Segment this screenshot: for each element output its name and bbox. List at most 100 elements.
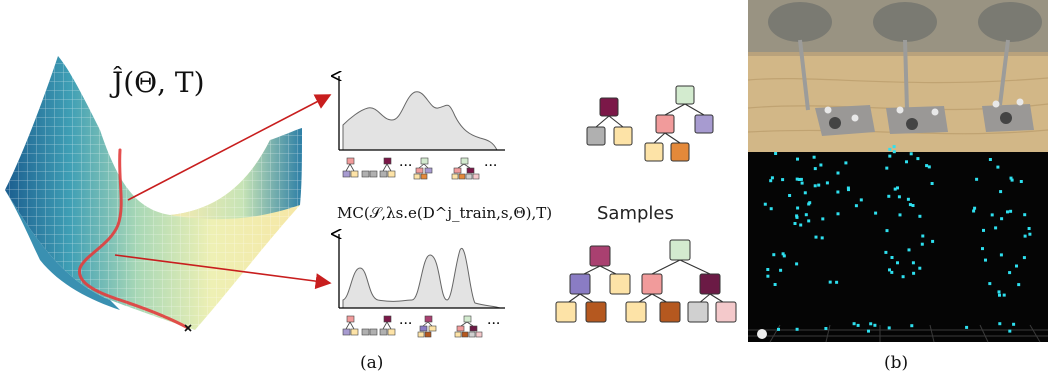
- point-cloud-point: [873, 323, 877, 327]
- viewer-origin-icon: [757, 329, 767, 339]
- point-cloud-point: [998, 293, 1001, 297]
- point-cloud-point: [1009, 209, 1013, 213]
- point-cloud-point: [896, 261, 899, 265]
- point-cloud-point: [999, 253, 1003, 257]
- point-cloud-point: [869, 322, 873, 326]
- point-cloud-floor-grid: [748, 324, 1048, 343]
- point-cloud-point: [820, 236, 824, 240]
- point-cloud-point: [884, 250, 888, 254]
- mini-trees-top: ··· ···: [342, 157, 497, 180]
- point-cloud-point: [813, 184, 817, 188]
- point-cloud-point: [1008, 329, 1012, 333]
- sample-trees-bottom: [555, 239, 737, 323]
- mini-tree: [361, 328, 378, 336]
- point-cloud-point: [898, 213, 902, 217]
- point-cloud-point: [859, 198, 863, 202]
- point-cloud-point: [888, 147, 892, 151]
- tree-node: [699, 273, 721, 295]
- point-cloud-point: [795, 177, 799, 181]
- tree-node: [675, 85, 695, 105]
- point-cloud-point: [930, 182, 934, 185]
- tree-node: [589, 245, 611, 267]
- tree-node: [641, 273, 663, 295]
- tree-node: [687, 301, 709, 323]
- point-cloud-point: [888, 154, 892, 158]
- point-cloud-point: [892, 150, 896, 154]
- point-cloud-point: [982, 228, 985, 232]
- point-cloud-point: [1027, 227, 1031, 230]
- point-cloud-point: [819, 163, 823, 167]
- mini-trees-bottom: ··· ···: [342, 315, 500, 338]
- point-cloud-point: [994, 226, 998, 230]
- point-cloud-point: [782, 254, 786, 258]
- mini-tree: [417, 315, 437, 338]
- caption-a: (a): [360, 353, 383, 373]
- point-cloud-point: [890, 256, 894, 259]
- point-cloud-point: [927, 165, 931, 169]
- tree-node: [670, 142, 690, 162]
- point-cloud-point: [893, 187, 897, 191]
- surface-body-grid: [5, 56, 300, 330]
- ellipsis-bottom-2: ···: [487, 316, 500, 332]
- point-cloud-point: [797, 178, 801, 181]
- point-cloud-view: [748, 145, 1048, 343]
- sample-tree-small-bottom: [555, 245, 631, 323]
- point-cloud-point: [912, 271, 916, 275]
- point-cloud-point: [1002, 293, 1006, 297]
- point-cloud-point: [763, 202, 767, 206]
- point-cloud-point: [973, 206, 977, 210]
- point-cloud-point: [836, 190, 840, 194]
- point-cloud-point: [901, 275, 905, 279]
- point-cloud-point: [887, 326, 891, 330]
- point-cloud-point: [770, 176, 774, 180]
- point-cloud-point: [799, 177, 803, 181]
- point-cloud-point: [808, 201, 812, 205]
- sample-tree-large-top: [644, 85, 714, 162]
- point-cloud-point: [981, 247, 984, 251]
- point-cloud-point: [925, 164, 929, 168]
- point-cloud-point: [911, 261, 915, 265]
- point-cloud-point: [916, 157, 920, 161]
- density-plot-top: [339, 76, 505, 151]
- point-cloud-point: [918, 214, 922, 218]
- point-cloud-point: [836, 212, 840, 216]
- tree-node: [586, 126, 606, 146]
- tree-node: [599, 97, 619, 117]
- robot-photo: [747, 0, 1049, 152]
- point-cloud-point: [996, 165, 1000, 169]
- point-cloud-point: [777, 327, 780, 331]
- mini-tree: [342, 157, 359, 178]
- point-cloud-point: [774, 152, 778, 155]
- point-cloud-point: [803, 191, 807, 195]
- point-cloud-point: [911, 204, 915, 207]
- point-cloud-point: [799, 223, 803, 227]
- point-cloud-point: [800, 181, 804, 185]
- point-cloud-point: [905, 160, 908, 164]
- tree-node: [694, 114, 714, 134]
- tree-node: [659, 301, 681, 323]
- mini-tree: [454, 315, 483, 338]
- point-cloud-background: [748, 152, 1048, 342]
- point-cloud-point: [931, 239, 935, 243]
- ellipsis-bottom-1: ···: [399, 316, 412, 332]
- point-cloud-point: [828, 280, 832, 284]
- point-cloud-point: [998, 322, 1002, 326]
- point-cloud-point: [852, 322, 856, 326]
- tree-node: [669, 239, 691, 261]
- point-cloud-point: [1022, 256, 1026, 260]
- mini-tree: [413, 157, 433, 180]
- point-cloud-point: [804, 213, 808, 217]
- point-cloud-point: [1008, 271, 1012, 275]
- point-cloud-point: [906, 197, 910, 201]
- mini-tree: [342, 315, 359, 336]
- tree-node: [655, 114, 675, 134]
- point-cloud-point: [965, 325, 969, 329]
- point-cloud-point: [984, 258, 987, 262]
- point-cloud-point: [890, 270, 894, 274]
- point-cloud-point: [814, 235, 818, 239]
- point-cloud-point: [772, 253, 776, 257]
- mini-tree: [379, 157, 396, 178]
- point-cloud-point: [807, 219, 811, 223]
- point-cloud-point: [885, 166, 889, 170]
